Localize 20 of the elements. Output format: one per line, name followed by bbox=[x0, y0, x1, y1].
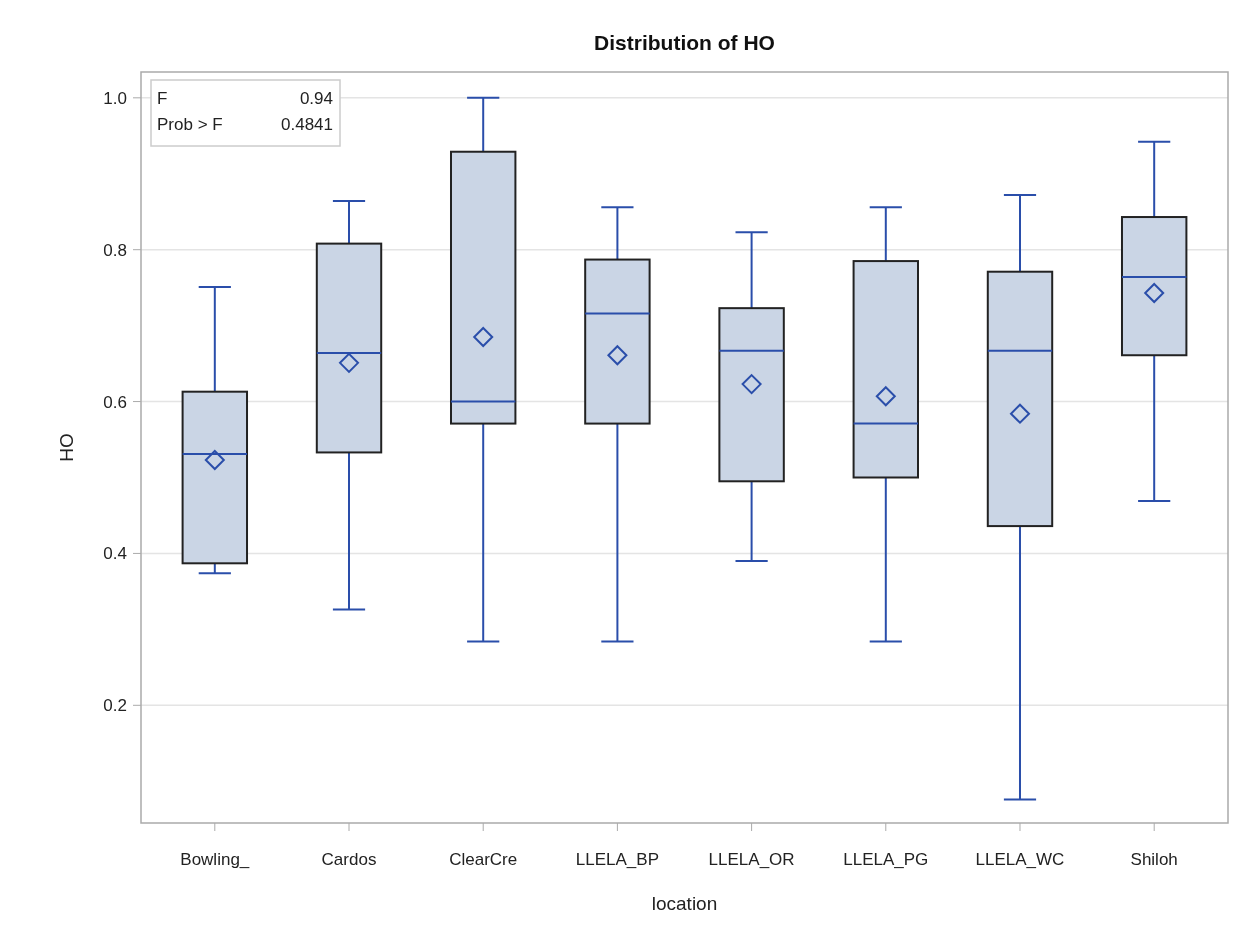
y-tick-label: 1.0 bbox=[103, 88, 127, 108]
x-tick-label: LLELA_OR bbox=[708, 850, 795, 869]
x-tick-label: ClearCre bbox=[449, 850, 518, 869]
x-tick-label: LLELA_PG bbox=[843, 850, 929, 869]
x-tick-label: LLELA_BP bbox=[575, 850, 659, 869]
chart-title: Distribution of HO bbox=[594, 31, 775, 54]
annotation: F bbox=[157, 89, 168, 108]
y-tick-label: 0.2 bbox=[103, 696, 127, 716]
y-tick-label: 0.8 bbox=[103, 240, 127, 260]
y-tick-label: 0.4 bbox=[103, 544, 127, 564]
y-axis-title: HO bbox=[56, 433, 77, 462]
x-axis-title: location bbox=[651, 893, 718, 914]
annotation: Prob > F bbox=[157, 115, 223, 134]
annotation: 0.4841 bbox=[281, 115, 333, 134]
x-tick-label: LLELA_WC bbox=[975, 850, 1065, 869]
x-tick-label: Bowling_ bbox=[180, 850, 250, 869]
x-tick-label: Cardos bbox=[321, 850, 377, 869]
annotation: 0.94 bbox=[299, 89, 333, 108]
y-tick-label: 0.6 bbox=[103, 392, 127, 412]
x-tick-label: Shiloh bbox=[1130, 850, 1178, 869]
